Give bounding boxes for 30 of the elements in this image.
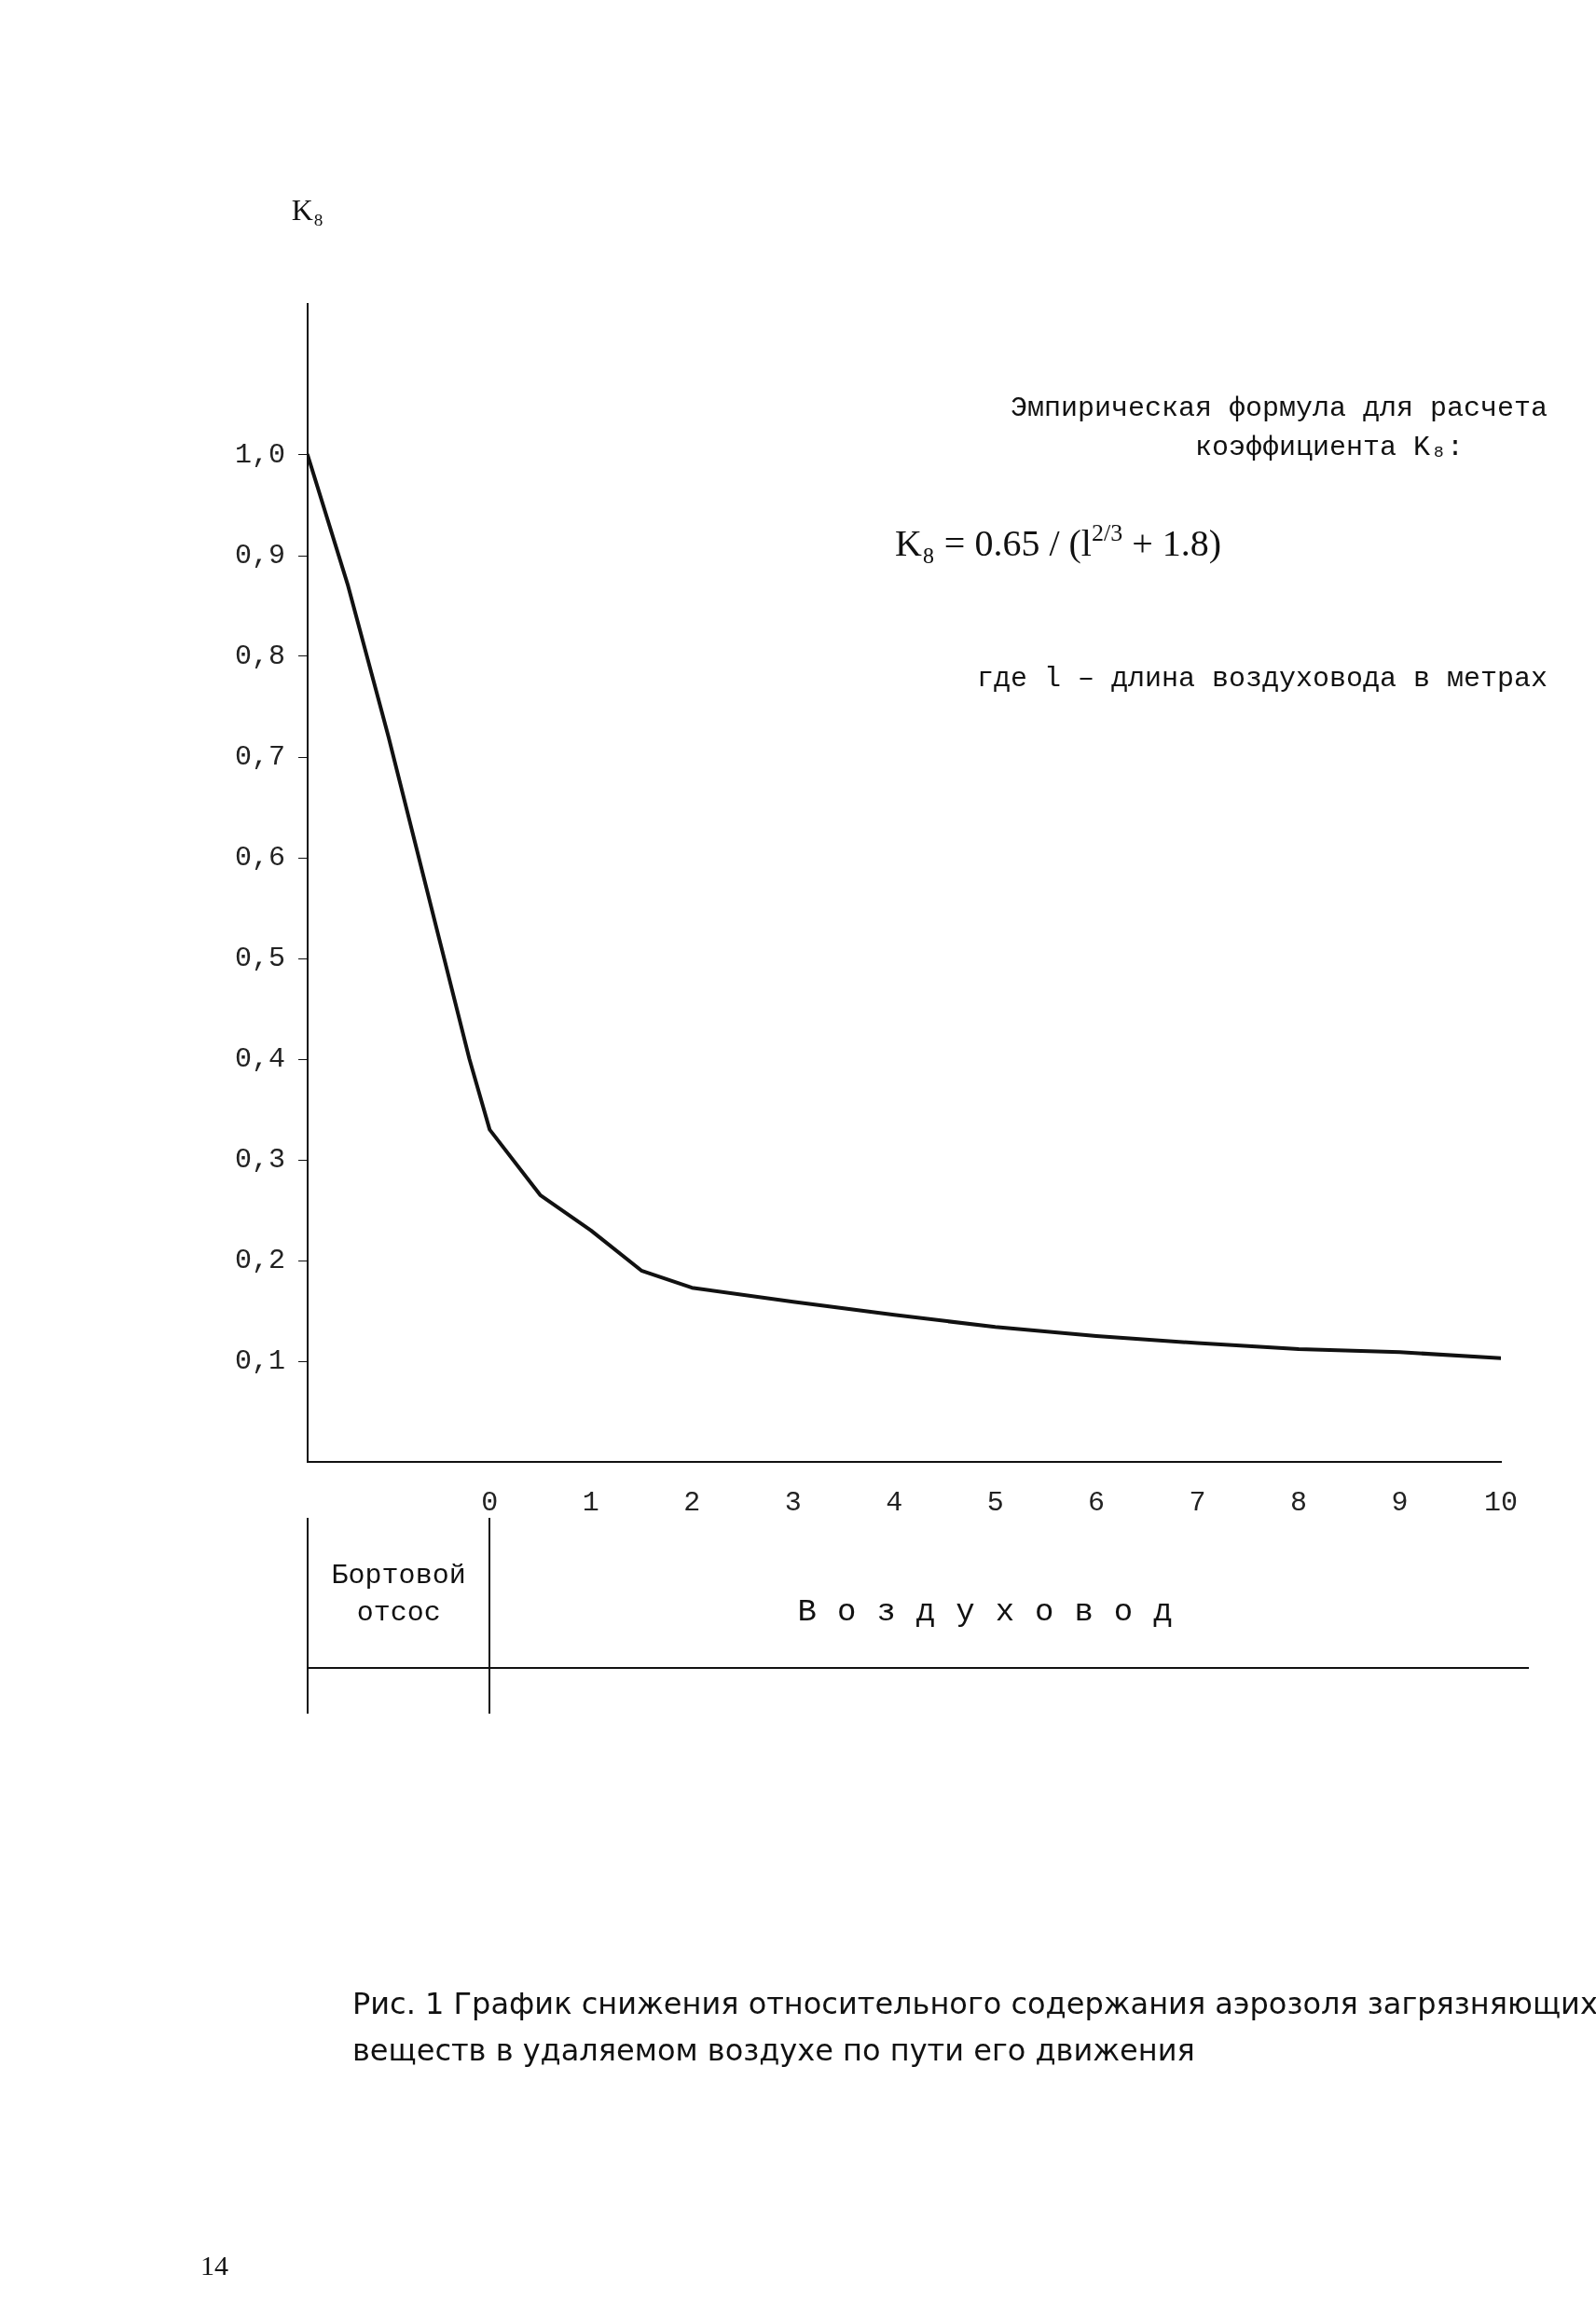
y-tick-label: 0,4 <box>234 1042 285 1075</box>
y-tick-label: 0,6 <box>234 841 285 874</box>
y-tick-label: 0,1 <box>234 1344 285 1377</box>
x-tick-label: 7 <box>1189 1486 1206 1519</box>
annotation: коэффициента K₈: <box>1194 432 1464 463</box>
x-tick-label: 2 <box>683 1486 701 1519</box>
x-tick-label: 6 <box>1088 1486 1106 1519</box>
y-tick-label: 0,2 <box>234 1244 285 1276</box>
x-tick-label: 1 <box>582 1486 599 1519</box>
y-tick-label: 0,8 <box>234 640 285 672</box>
annotation: Эмпирическая формула для расчета <box>1010 393 1548 424</box>
x-tick-label: 4 <box>886 1486 903 1519</box>
y-tick-label: 0,5 <box>234 942 285 974</box>
x-tick-label: 5 <box>986 1486 1004 1519</box>
text: 14 <box>200 2250 228 2280</box>
x-tick-label: 9 <box>1391 1486 1409 1519</box>
x-tick-label: 10 <box>1483 1486 1519 1519</box>
y-tick-label: 0,9 <box>234 539 285 572</box>
y-tick-label: 0,7 <box>234 740 285 773</box>
text: Бортовой отсос <box>331 1560 466 1629</box>
text: веществ в удаляемом воздухе по пути его движения <box>352 2032 1195 2068</box>
annotation: где l – длина воздуховода в метрах <box>976 663 1548 695</box>
x-tick-label: 8 <box>1290 1486 1308 1519</box>
y-tick-label: 0,3 <box>234 1143 285 1176</box>
y-axis-title: K₈ <box>291 193 324 227</box>
x-tick-label: 3 <box>784 1486 802 1519</box>
y-tick-label: 1,0 <box>234 438 285 471</box>
text: Воздуховод <box>797 1594 1193 1630</box>
x-tick-label: 0 <box>481 1486 499 1519</box>
text: Рис. 1 График снижения относительного содержания аэрозоля загрязняющих <box>352 1986 1596 2021</box>
